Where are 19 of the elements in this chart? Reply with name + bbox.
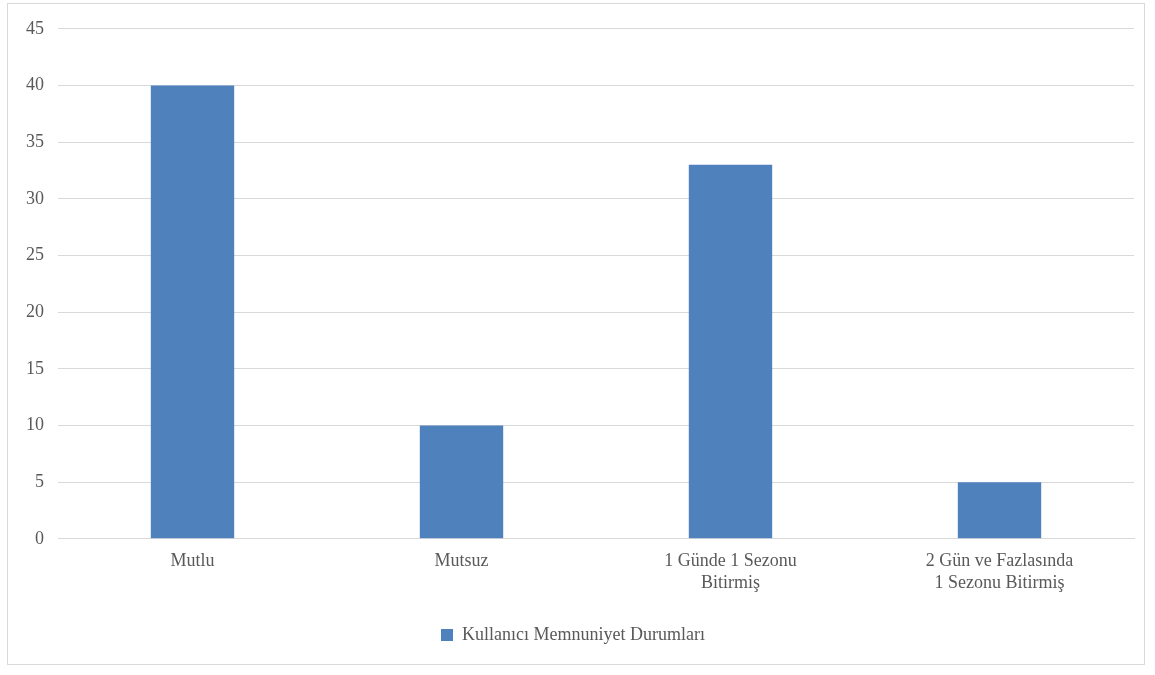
y-tick-label: 45 xyxy=(26,17,44,38)
bar xyxy=(150,85,235,539)
y-tick-label: 10 xyxy=(26,414,44,435)
y-tick-label: 5 xyxy=(35,470,44,491)
y-tick-label: 35 xyxy=(26,130,44,151)
bar xyxy=(419,425,504,539)
y-tick-label: 20 xyxy=(26,300,44,321)
x-tick-label: 2 Gün ve Fazlasında 1 Sezonu Bitirmiş xyxy=(925,550,1074,592)
legend-label: Kullanıcı Memnuniyet Durumları xyxy=(462,623,705,644)
x-tick-label: Mutlu xyxy=(170,550,215,571)
bar xyxy=(688,164,773,539)
y-tick-label: 15 xyxy=(26,357,44,378)
bar xyxy=(957,482,1042,539)
y-tick-label: 40 xyxy=(26,74,44,95)
y-tick-label: 0 xyxy=(35,527,44,548)
y-tick-label: 30 xyxy=(26,187,44,208)
y-tick-label: 25 xyxy=(26,244,44,265)
x-tick-label: 1 Günde 1 Sezonu Bitirmiş xyxy=(664,550,797,592)
x-tick-label: Mutsuz xyxy=(434,550,489,571)
